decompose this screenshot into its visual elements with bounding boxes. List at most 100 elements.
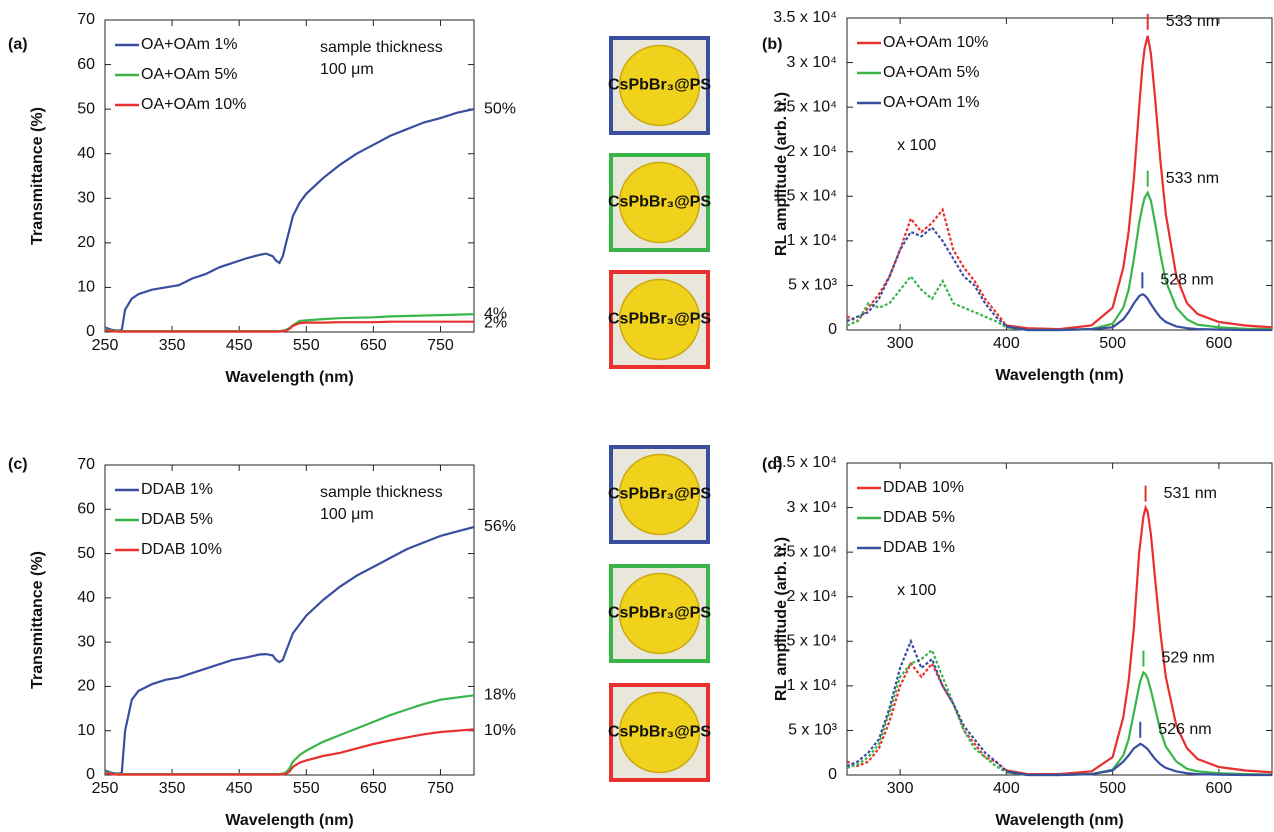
photo-label: CsPbBr₃@PS bbox=[608, 194, 711, 211]
y-tick-label: 20 bbox=[77, 234, 95, 251]
x-tick-label: 450 bbox=[226, 337, 253, 354]
end-label: 4% bbox=[484, 305, 507, 322]
x-tick-label: 250 bbox=[92, 780, 119, 797]
series-line bbox=[1006, 504, 1273, 776]
end-label: 50% bbox=[484, 100, 516, 117]
series-line bbox=[1006, 293, 1272, 332]
peak-label: 528 nm bbox=[1160, 272, 1213, 289]
series-line bbox=[1006, 742, 1272, 777]
y-axis-title: RL amplitude (arb. u.) bbox=[773, 537, 790, 701]
x-tick-label: 600 bbox=[1206, 335, 1233, 352]
y-tick-label: 0 bbox=[86, 766, 95, 783]
x-tick-label: 600 bbox=[1206, 780, 1233, 797]
y-tick-label: 50 bbox=[77, 545, 95, 562]
x-tick-label: 750 bbox=[427, 780, 454, 797]
end-label: 18% bbox=[484, 687, 516, 704]
x-tick-label: 650 bbox=[360, 337, 387, 354]
series-line bbox=[1006, 35, 1273, 331]
legend-label: OA+OAm 10% bbox=[883, 34, 988, 51]
series-line bbox=[104, 320, 474, 333]
x-tick-label: 500 bbox=[1099, 335, 1126, 352]
y-tick-label: 2 x 10⁴ bbox=[787, 588, 838, 605]
y-tick-label: 1 x 10⁴ bbox=[787, 232, 838, 249]
peak-label: 531 nm bbox=[1164, 485, 1217, 502]
y-tick-label: 5 x 10³ bbox=[788, 277, 838, 294]
photo-label: CsPbBr₃@PS bbox=[608, 605, 711, 622]
y-tick-label: 10 bbox=[77, 722, 95, 739]
magnification-label: x 100 bbox=[897, 137, 936, 154]
series-line bbox=[104, 108, 475, 332]
y-tick-label: 3 x 10⁴ bbox=[787, 54, 838, 71]
peak-label: 533 nm bbox=[1166, 13, 1219, 30]
y-tick-label: 2 x 10⁴ bbox=[787, 143, 838, 160]
end-label: 56% bbox=[484, 518, 516, 535]
legend-label: OA+OAm 1% bbox=[883, 94, 979, 111]
legend-label: OA+OAm 5% bbox=[883, 64, 979, 81]
panel-label: (c) bbox=[8, 456, 28, 473]
peak-label: 526 nm bbox=[1158, 721, 1211, 738]
x-tick-label: 550 bbox=[293, 337, 320, 354]
series-line bbox=[104, 728, 475, 776]
x-tick-label: 250 bbox=[92, 337, 119, 354]
legend-label: DDAB 5% bbox=[883, 509, 955, 526]
legend-label: DDAB 5% bbox=[141, 511, 213, 528]
x-tick-label: 400 bbox=[993, 335, 1020, 352]
y-tick-label: 1.5 x 10⁴ bbox=[773, 188, 837, 205]
y-tick-label: 60 bbox=[77, 501, 95, 518]
panel-label: (a) bbox=[8, 36, 28, 53]
legend-label: DDAB 10% bbox=[141, 541, 222, 558]
legend-label: OA+OAm 10% bbox=[141, 96, 246, 113]
sample-disc bbox=[618, 572, 701, 655]
y-tick-label: 10 bbox=[77, 279, 95, 296]
series-line bbox=[846, 661, 1008, 772]
legend-label: DDAB 10% bbox=[883, 479, 964, 496]
photo-label: CsPbBr₃@PS bbox=[608, 724, 711, 741]
y-tick-label: 40 bbox=[77, 145, 95, 162]
legend-label: DDAB 1% bbox=[141, 481, 213, 498]
photo-label: CsPbBr₃@PS bbox=[608, 486, 711, 503]
y-axis-title: Transmittance (%) bbox=[29, 107, 46, 245]
x-axis-title: Wavelength (nm) bbox=[995, 367, 1123, 384]
y-tick-label: 0 bbox=[86, 323, 95, 340]
series-line bbox=[846, 638, 1008, 773]
y-tick-label: 2.5 x 10⁴ bbox=[773, 543, 837, 560]
sample-disc bbox=[618, 44, 701, 127]
peak-label: 529 nm bbox=[1161, 650, 1214, 667]
magnification-label: x 100 bbox=[897, 582, 936, 599]
legend-label: OA+OAm 1% bbox=[141, 36, 237, 53]
x-tick-label: 300 bbox=[887, 335, 914, 352]
y-tick-label: 30 bbox=[77, 633, 95, 650]
end-label: 10% bbox=[484, 722, 516, 739]
y-tick-label: 1 x 10⁴ bbox=[787, 677, 838, 694]
x-tick-label: 450 bbox=[226, 780, 253, 797]
plot-frame bbox=[104, 19, 475, 333]
series-line bbox=[846, 274, 1007, 329]
sample-disc bbox=[618, 161, 701, 244]
y-tick-label: 50 bbox=[77, 100, 95, 117]
photo-label: CsPbBr₃@PS bbox=[608, 77, 711, 94]
photo-label: CsPbBr₃@PS bbox=[608, 311, 711, 328]
panel-label: (b) bbox=[762, 36, 782, 53]
y-tick-label: 3.5 x 10⁴ bbox=[773, 454, 837, 471]
y-axis-title: RL amplitude (arb. u.) bbox=[773, 92, 790, 256]
series-line bbox=[1006, 190, 1273, 332]
x-tick-label: 550 bbox=[293, 780, 320, 797]
series-line bbox=[1006, 670, 1273, 777]
annotation: 100 μm bbox=[320, 506, 374, 523]
series-line bbox=[846, 207, 1008, 327]
x-tick-label: 650 bbox=[360, 780, 387, 797]
y-tick-label: 3.5 x 10⁴ bbox=[773, 9, 837, 26]
y-tick-label: 70 bbox=[77, 456, 95, 473]
series-line bbox=[846, 225, 1008, 328]
end-label: 2% bbox=[484, 314, 507, 331]
annotation: sample thickness bbox=[320, 39, 443, 56]
y-axis-title: Transmittance (%) bbox=[29, 551, 46, 689]
x-axis-title: Wavelength (nm) bbox=[995, 812, 1123, 829]
sample-disc bbox=[618, 453, 701, 536]
x-tick-label: 300 bbox=[887, 780, 914, 797]
y-tick-label: 2.5 x 10⁴ bbox=[773, 98, 837, 115]
y-tick-label: 5 x 10³ bbox=[788, 722, 838, 739]
panel-label: (d) bbox=[762, 456, 782, 473]
legend-label: DDAB 1% bbox=[883, 539, 955, 556]
y-tick-label: 0 bbox=[828, 766, 837, 783]
